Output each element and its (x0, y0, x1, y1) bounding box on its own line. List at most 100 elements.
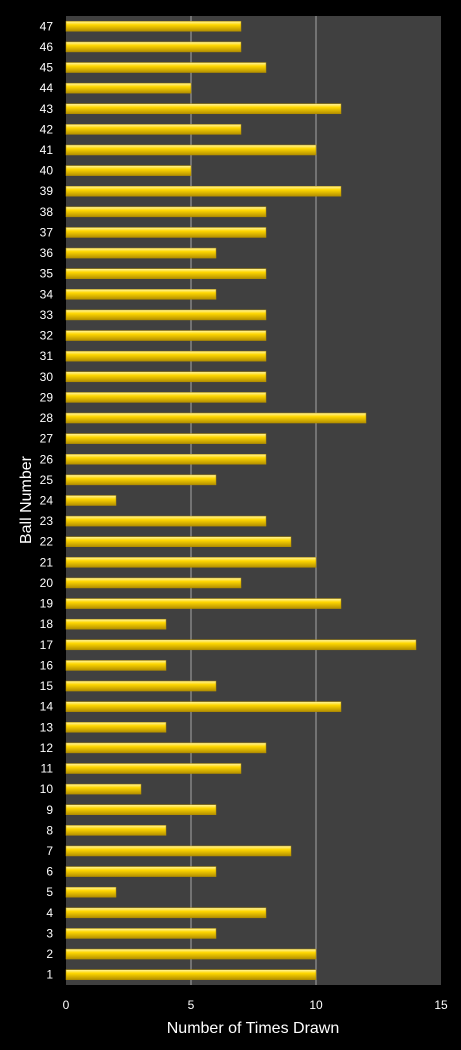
bar (65, 680, 217, 692)
y-tick-label: 11 (41, 762, 54, 776)
bar (65, 454, 267, 465)
bar (65, 742, 267, 754)
bar (65, 907, 267, 919)
y-tick-label: 16 (40, 658, 54, 672)
y-tick-label: 6 (46, 865, 53, 879)
y-tick-label: 14 (40, 700, 54, 714)
bar (65, 969, 317, 980)
y-tick-label: 19 (40, 597, 54, 611)
bar (65, 433, 267, 444)
bar (65, 41, 242, 53)
bar (65, 639, 417, 651)
x-tick-label: 15 (434, 998, 448, 1012)
bar (65, 289, 217, 300)
bar (65, 948, 317, 960)
y-tick-label: 9 (46, 803, 53, 817)
bar (65, 660, 167, 671)
y-tick-label: 36 (40, 246, 54, 260)
bar (65, 165, 192, 176)
bar (65, 103, 342, 115)
y-tick-label: 13 (40, 720, 54, 734)
bar (65, 412, 367, 424)
bar (65, 227, 267, 238)
bar (65, 185, 342, 197)
x-tick-label: 10 (309, 998, 323, 1012)
bar (65, 783, 142, 795)
bar (65, 763, 242, 774)
bar (65, 350, 267, 362)
y-tick-label: 39 (40, 184, 54, 198)
bar (65, 701, 342, 712)
y-tick-label: 28 (40, 411, 54, 425)
bar (65, 557, 317, 568)
y-tick-label: 29 (40, 390, 54, 404)
y-tick-label: 20 (40, 576, 54, 590)
y-tick-label: 3 (46, 926, 53, 940)
y-tick-label: 43 (40, 102, 54, 116)
y-tick-label: 12 (40, 741, 54, 755)
y-tick-label: 18 (40, 617, 54, 631)
bar (65, 825, 167, 836)
y-tick-label: 37 (40, 225, 54, 239)
y-tick-label: 2 (46, 947, 53, 961)
bar (65, 82, 192, 94)
bars (65, 21, 417, 980)
bar (65, 845, 292, 857)
y-tick-label: 10 (40, 782, 54, 796)
y-tick-label: 38 (40, 205, 54, 219)
y-tick-label: 33 (40, 308, 54, 322)
y-tick-label: 23 (40, 514, 54, 528)
x-tick-labels: 0 5 10 15 (63, 998, 448, 1012)
bar (65, 124, 242, 135)
y-tick-label: 15 (40, 679, 54, 693)
y-tick-label: 46 (40, 40, 54, 54)
y-tick-label: 21 (40, 555, 54, 569)
x-tick-label: 5 (188, 998, 195, 1012)
y-axis-title: Ball Number (18, 455, 35, 544)
y-tick-label: 44 (40, 81, 54, 95)
bar (65, 495, 117, 506)
bar (65, 804, 217, 816)
bar (65, 598, 342, 609)
y-tick-label: 35 (40, 267, 54, 281)
bar (65, 866, 217, 877)
y-tick-label: 1 (46, 968, 53, 982)
y-tick-label: 40 (40, 164, 54, 178)
y-tick-label: 22 (40, 535, 54, 549)
x-axis-title: Number of Times Drawn (167, 1020, 340, 1037)
bar (65, 206, 267, 218)
y-tick-label: 45 (40, 61, 54, 75)
bar (65, 144, 317, 156)
y-tick-labels: 1234567891011121314151617181920212223242… (40, 19, 54, 981)
y-tick-label: 24 (40, 494, 54, 508)
bar (65, 21, 242, 32)
bar (65, 330, 267, 341)
y-tick-label: 34 (40, 287, 54, 301)
y-tick-label: 26 (40, 452, 54, 466)
bar (65, 722, 167, 733)
bar (65, 618, 167, 630)
bar (65, 268, 267, 279)
bar (65, 247, 217, 259)
y-tick-label: 25 (40, 473, 54, 487)
bar (65, 309, 267, 321)
bar (65, 577, 242, 589)
y-tick-label: 31 (40, 349, 54, 363)
y-tick-label: 32 (40, 329, 54, 343)
y-tick-label: 27 (40, 432, 54, 446)
y-tick-label: 5 (46, 885, 53, 899)
bar (65, 515, 267, 527)
y-tick-label: 47 (40, 19, 54, 33)
y-tick-label: 30 (40, 370, 54, 384)
bar (65, 886, 117, 898)
y-tick-label: 41 (40, 143, 54, 157)
bar (65, 392, 267, 403)
bar (65, 371, 267, 383)
bar (65, 474, 217, 486)
y-tick-label: 7 (46, 844, 53, 858)
bar (65, 536, 292, 547)
y-tick-label: 4 (46, 906, 53, 920)
plot-area (66, 16, 441, 985)
bar (65, 62, 267, 73)
